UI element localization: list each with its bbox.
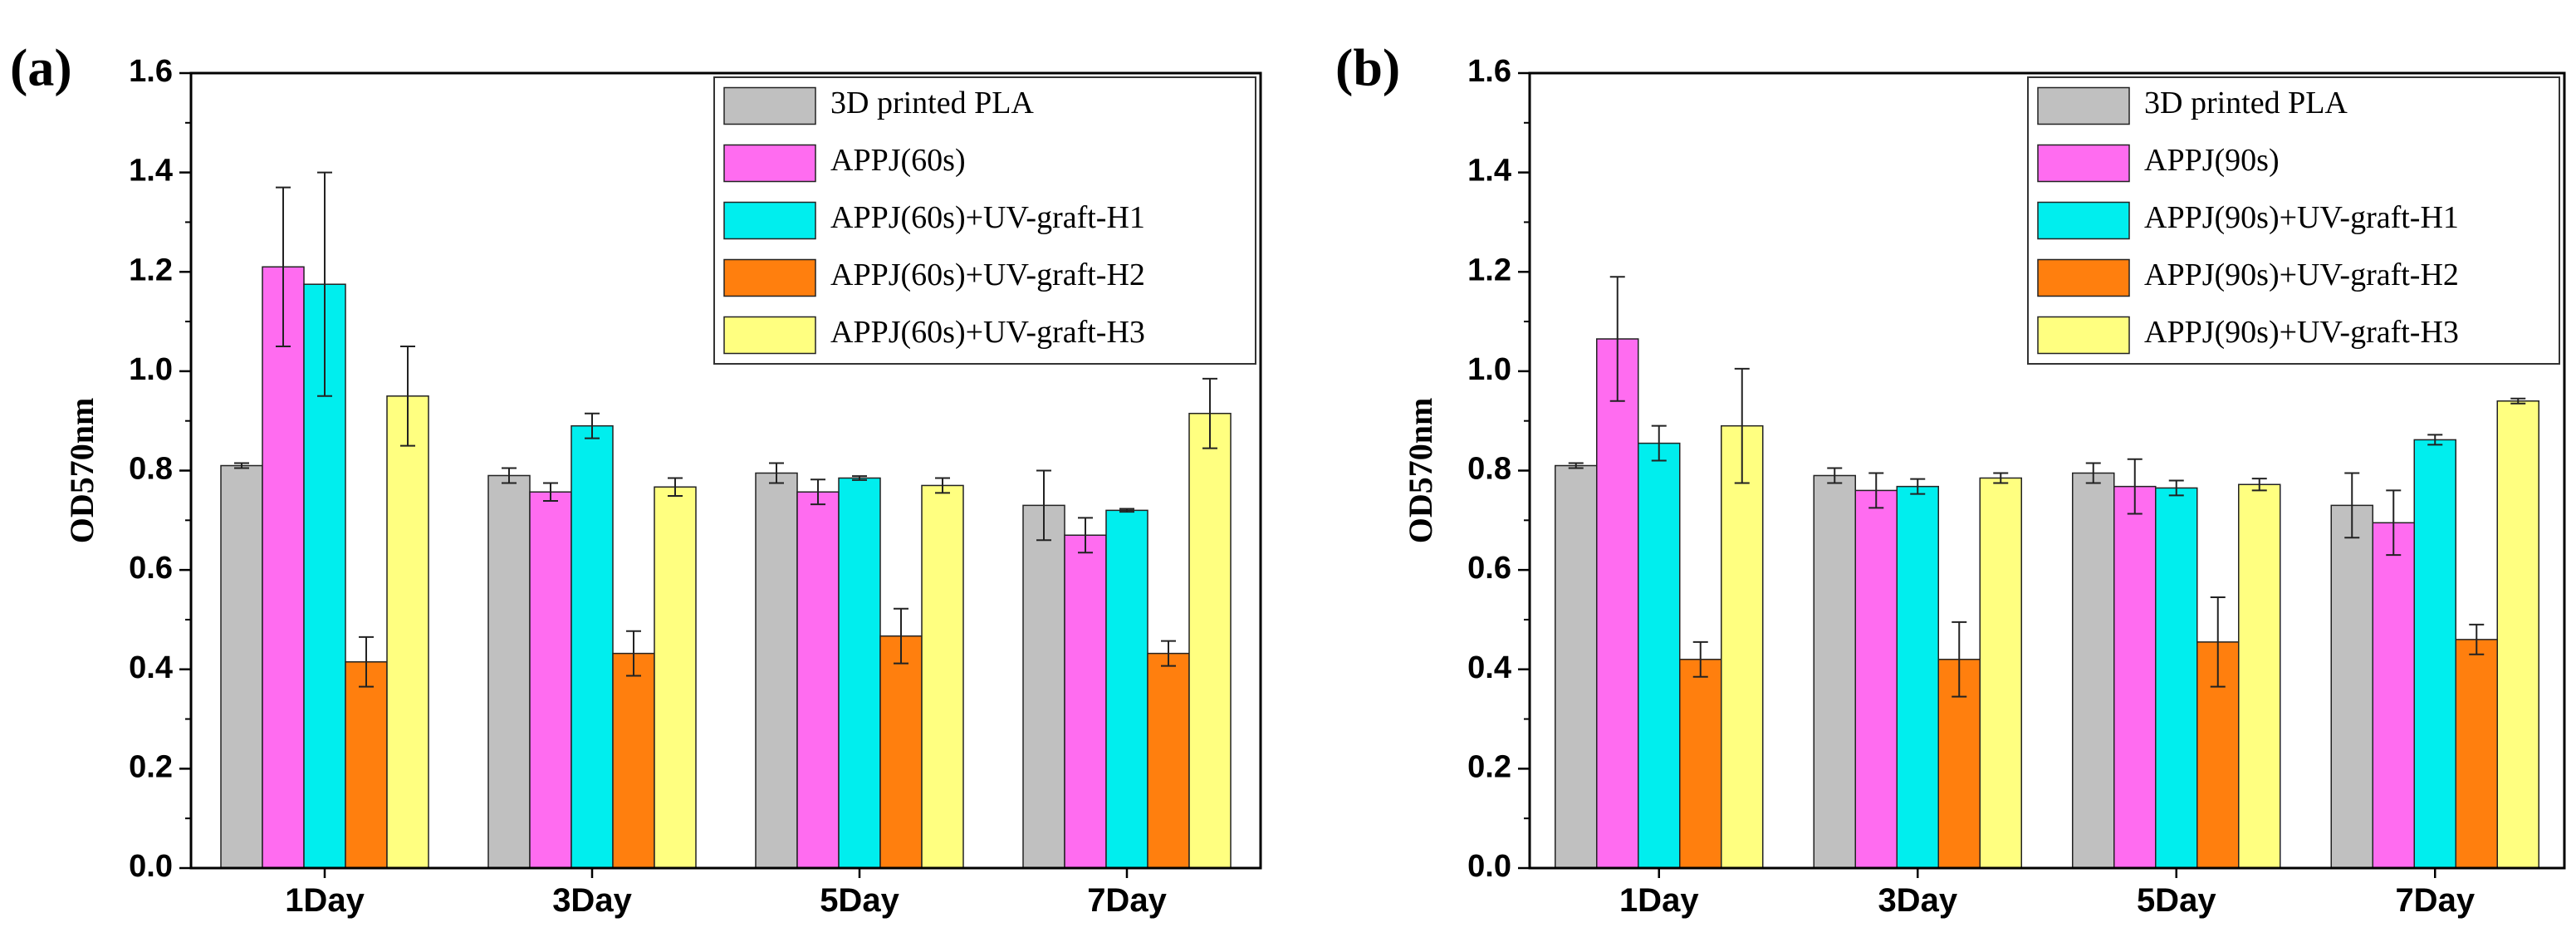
- bar: [487, 474, 531, 869]
- x-tick-label: 5Day: [2137, 882, 2216, 919]
- y-tick-label: 0.2: [129, 749, 173, 784]
- legend-swatch: [723, 144, 816, 183]
- bar: [1022, 504, 1065, 869]
- legend-swatch: [2037, 316, 2130, 355]
- bar: [1596, 338, 1639, 869]
- legend-swatch: [2037, 258, 2130, 297]
- chart-panel-a: (a) 1Day 3Day 5Day 7Day 0.0 0.2 0.4 0.6 0.8 1.0 1.2…: [10, 38, 1262, 919]
- x-tick-label: 1Day: [285, 882, 365, 919]
- bar: [1896, 485, 1939, 869]
- x-tick-label: 3Day: [552, 882, 632, 919]
- bar: [2072, 472, 2115, 869]
- bar: [1854, 489, 1898, 869]
- legend-label: APPJ(60s)+UV-graft-H1: [830, 200, 1145, 235]
- y-tick-label: 0.8: [1467, 452, 1511, 487]
- bar: [1105, 509, 1148, 869]
- x-tick-label: 3Day: [1878, 882, 1957, 919]
- x-tick-label: 7Day: [1087, 882, 1167, 919]
- plot-frame: [189, 71, 1262, 870]
- legend-label: APPJ(90s): [2144, 143, 2280, 178]
- legend-swatch: [2037, 201, 2130, 240]
- y-tick-label: 1.2: [129, 253, 173, 287]
- y-tick-label: 0.6: [129, 551, 173, 586]
- legend-swatch: [723, 86, 816, 125]
- y-tick-label: 0.0: [1467, 849, 1511, 884]
- y-axis-label: OD570nm: [63, 398, 100, 544]
- y-tick-label: 0.2: [1467, 749, 1511, 784]
- legend-label: APPJ(60s): [830, 143, 966, 178]
- bar: [879, 635, 923, 869]
- bar: [1979, 477, 2022, 869]
- bar: [838, 477, 881, 869]
- legend-label: APPJ(90s)+UV-graft-H1: [2144, 200, 2459, 235]
- x-tick-label: 1Day: [1619, 882, 1699, 919]
- y-tick-label: 0.6: [1467, 551, 1511, 586]
- panel-label: (b): [1335, 38, 1400, 97]
- y-tick-label: 0.4: [1467, 650, 1511, 685]
- bar: [1721, 424, 1764, 869]
- bar: [1555, 464, 1598, 869]
- legend-label: APPJ(60s)+UV-graft-H3: [830, 315, 1145, 350]
- bar: [2155, 487, 2198, 869]
- bar: [796, 491, 840, 869]
- y-tick-label: 0.4: [129, 650, 173, 685]
- bar: [2455, 639, 2498, 869]
- y-tick-label: 1.0: [129, 352, 173, 387]
- bar: [612, 652, 655, 869]
- bar: [529, 491, 572, 869]
- legend-swatch: [2037, 144, 2130, 183]
- bar: [386, 395, 429, 869]
- y-tick-label: 1.4: [1467, 154, 1511, 189]
- bar: [654, 486, 697, 869]
- legend-swatch: [723, 258, 816, 297]
- plot-frame: [1528, 71, 2566, 870]
- bar: [1679, 659, 1722, 869]
- y-axis-label: OD570nm: [1402, 398, 1439, 544]
- y-tick-label: 1.6: [129, 54, 173, 89]
- bar: [262, 266, 305, 869]
- legend-swatch: [723, 201, 816, 240]
- chart-panel-b: (b) 1Day 3Day 5Day 7Day 0.0 0.2 0.4 0.6 0.8 1.0 1.2…: [1335, 38, 2566, 919]
- bar: [1188, 412, 1232, 869]
- x-tick-label: 5Day: [820, 882, 899, 919]
- bar: [2372, 522, 2415, 869]
- y-tick-label: 1.0: [1467, 352, 1511, 387]
- y-tick-label: 1.2: [1467, 253, 1511, 287]
- legend-swatch: [723, 316, 816, 355]
- y-tick-label: 0.0: [129, 849, 173, 884]
- legend-label: 3D printed PLA: [830, 86, 1034, 120]
- x-tick-label: 7Day: [2395, 882, 2475, 919]
- bar: [220, 464, 263, 869]
- y-tick-label: 1.6: [1467, 54, 1511, 89]
- y-tick-label: 1.4: [129, 154, 173, 189]
- y-tick-label: 0.8: [129, 452, 173, 487]
- legend-label: 3D printed PLA: [2144, 86, 2348, 120]
- panel-label: (a): [10, 38, 72, 97]
- bar: [571, 424, 614, 869]
- bar: [1147, 652, 1190, 869]
- legend-label: APPJ(90s)+UV-graft-H2: [2144, 258, 2459, 292]
- legend-swatch: [2037, 86, 2130, 125]
- bar: [2330, 504, 2373, 869]
- bar: [2496, 400, 2539, 869]
- bar: [1813, 474, 1856, 869]
- bar: [2113, 485, 2157, 869]
- bar: [2413, 439, 2456, 869]
- legend-label: APPJ(90s)+UV-graft-H3: [2144, 315, 2459, 350]
- bar: [1064, 534, 1107, 869]
- bar: [2238, 483, 2281, 869]
- legend-label: APPJ(60s)+UV-graft-H2: [830, 258, 1145, 292]
- bar: [921, 484, 964, 869]
- bar: [755, 472, 798, 869]
- bar: [1638, 442, 1681, 869]
- bar: [345, 661, 388, 869]
